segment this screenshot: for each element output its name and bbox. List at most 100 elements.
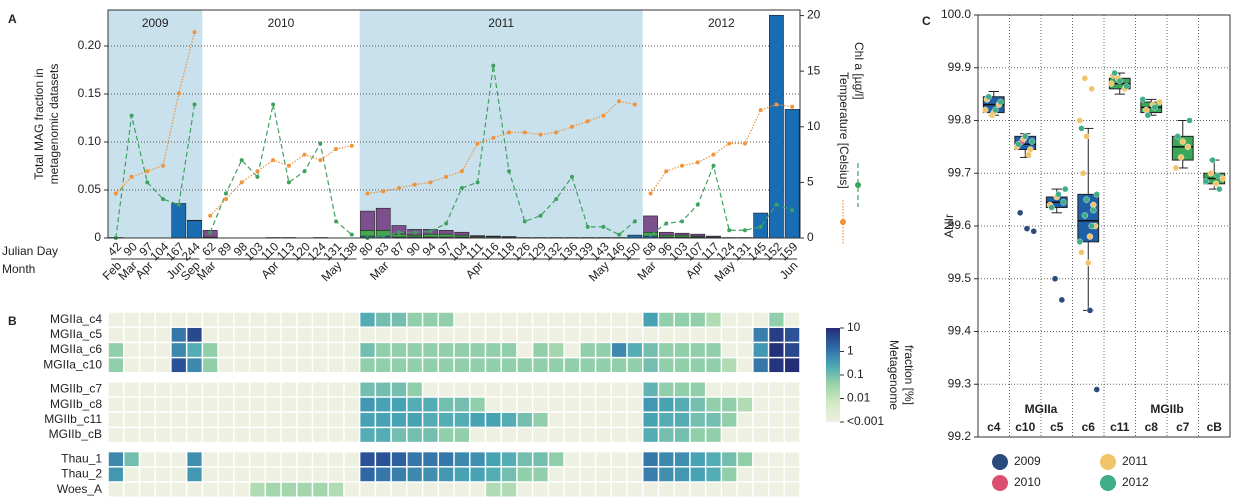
heatmap-cell: [124, 397, 139, 412]
heatmap-cell: [376, 382, 391, 397]
heatmap-cell: [360, 327, 375, 342]
heatmap-cell: [234, 452, 249, 467]
line-marker: [507, 130, 512, 135]
line-marker: [145, 169, 150, 174]
heatmap-cell: [454, 482, 469, 497]
heatmap-cell: [423, 358, 438, 373]
heatmap-cell: [218, 428, 234, 442]
bar-segment: [423, 233, 438, 238]
heatmap-cell: [549, 327, 564, 342]
line-marker: [522, 130, 527, 135]
heatmap-cell: [281, 358, 296, 373]
line-marker: [507, 169, 512, 174]
line-marker: [585, 119, 590, 124]
year-band: [359, 10, 643, 238]
heatmap-cell: [234, 397, 249, 412]
point: [1025, 151, 1032, 158]
heatmap-cell: [454, 428, 469, 442]
point: [1151, 104, 1158, 111]
heatmap-cell: [203, 343, 218, 357]
heatmap-cell: [140, 312, 155, 327]
heatmap-cell: [722, 382, 737, 397]
heatmap-cell: [203, 397, 218, 412]
row-label: MGIIa_c6: [50, 342, 102, 356]
heatmap-cell: [360, 482, 375, 497]
line-marker: [727, 228, 732, 233]
category-label: c8: [1145, 420, 1159, 434]
heatmap-cell: [234, 482, 249, 497]
y-tick-label: 99.8: [948, 113, 972, 127]
heatmap-cell: [297, 327, 312, 342]
heatmap-cell: [706, 343, 721, 357]
heatmap-cell: [612, 428, 627, 442]
line-marker: [412, 230, 417, 235]
heatmap-cell: [313, 452, 328, 467]
heatmap-cell: [737, 327, 753, 342]
heatmap-cell: [328, 428, 344, 442]
heatmap-cell: [470, 467, 485, 482]
heatmap-cell: [706, 397, 721, 412]
line-marker: [396, 185, 401, 190]
point: [997, 98, 1004, 106]
heatmap-cell: [439, 343, 454, 357]
category-label: c4: [987, 420, 1001, 434]
heatmap-cell: [423, 397, 438, 412]
heatmap-cell: [737, 358, 753, 373]
heatmap-cell: [690, 397, 705, 412]
heatmap-cell: [580, 412, 595, 427]
heatmap-cell: [533, 482, 548, 497]
heatmap-cell: [659, 428, 674, 442]
line-series: [367, 100, 635, 195]
point: [1088, 85, 1095, 93]
heatmap-cell: [218, 382, 234, 397]
heatmap-cell: [737, 382, 753, 397]
heatmap-cell: [344, 343, 359, 357]
heatmap-cell: [376, 412, 391, 427]
heatmap-cell: [674, 397, 690, 412]
heatmap-cell: [580, 467, 595, 482]
heatmap-cell: [187, 358, 202, 373]
heatmap-cell: [580, 343, 595, 357]
heatmap-cell: [250, 327, 265, 342]
heatmap-cell: [250, 382, 265, 397]
heatmap-cell: [297, 412, 312, 427]
heatmap-cell: [753, 343, 768, 357]
bar-segment: [674, 232, 690, 236]
heatmap-cell: [360, 467, 375, 482]
point: [1030, 228, 1037, 235]
heatmap-cell: [753, 467, 768, 482]
heatmap-cell: [140, 327, 155, 342]
heatmap-cell: [439, 428, 454, 442]
y2-tick-label: 15: [807, 63, 821, 77]
heatmap-cell: [486, 358, 501, 373]
heatmap-cell: [549, 482, 564, 497]
heatmap-cell: [674, 358, 690, 373]
colorbar-tick-label: 1: [847, 344, 854, 358]
heatmap-cell: [659, 482, 674, 497]
colorbar-tick-label: 10: [847, 320, 861, 334]
x-axis-label: Julian Day: [2, 244, 58, 258]
year-label: 2011: [488, 16, 514, 30]
line-marker: [695, 202, 700, 207]
heatmap-cell: [124, 382, 139, 397]
heatmap-cell: [234, 467, 249, 482]
heatmap-cell: [517, 343, 532, 357]
heatmap-cell: [108, 327, 123, 342]
heatmap-cell: [454, 382, 469, 397]
line-marker: [271, 158, 276, 163]
heatmap-cell: [250, 482, 265, 497]
x-tick-label: 138: [336, 239, 360, 263]
point: [1055, 191, 1062, 198]
heatmap-cell: [785, 312, 800, 327]
heatmap-cell: [753, 428, 768, 442]
point: [1093, 386, 1100, 393]
heatmap-cell: [281, 327, 296, 342]
point: [1022, 133, 1029, 140]
point: [1048, 204, 1055, 211]
heatmap-cell: [124, 428, 139, 442]
heatmap-cell: [674, 428, 690, 442]
line-series: [115, 104, 196, 239]
y-tick-label: 99.4: [948, 324, 972, 338]
bar-segment: [658, 231, 674, 236]
line-marker: [129, 174, 134, 179]
